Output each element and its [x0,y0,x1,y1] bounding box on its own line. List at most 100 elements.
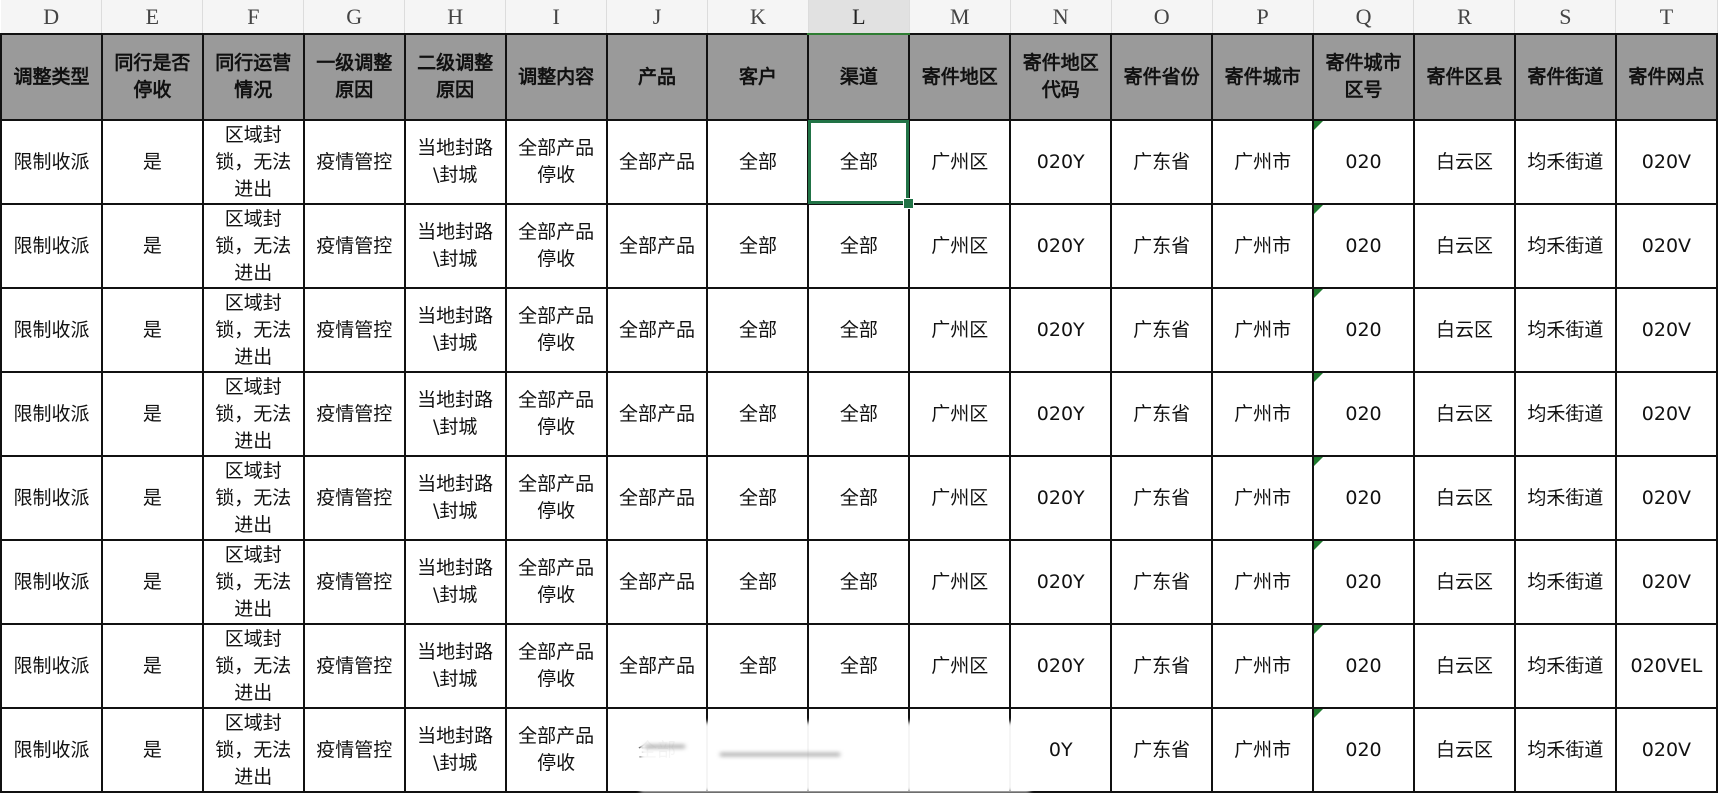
cell-E8[interactable]: 是 [100,623,204,709]
cell-G5[interactable]: 疫情管控 [302,371,406,457]
cell-H5[interactable]: 当地封路 \封城 [403,371,507,457]
cell-L4[interactable]: 全部 [807,287,911,373]
column-header-G[interactable]: G [303,0,406,35]
cell-Q5[interactable]: 020 [1312,371,1415,457]
header-cell[interactable]: 产品 [605,33,709,121]
cell-P7[interactable]: 广州市 [1211,539,1315,625]
cell-Q7[interactable]: 020 [1312,539,1415,625]
cell-O5[interactable]: 广东省 [1110,371,1214,457]
header-cell[interactable]: 调整类型 [0,33,103,121]
cell-D9[interactable]: 限制收派 [0,707,103,793]
cell-I9[interactable]: 全部产品 停收 [504,707,608,793]
cell-R5[interactable]: 白云区 [1412,371,1516,457]
cell-K4[interactable]: 全部 [706,287,810,373]
cell-J2[interactable]: 全部产品 [605,119,709,205]
header-cell[interactable]: 渠道 [807,33,911,121]
header-cell[interactable]: 寄件街道 [1513,33,1617,121]
cell-N7[interactable]: 020Y [1009,539,1113,625]
cell-Q4[interactable]: 020 [1312,287,1415,373]
cell-M5[interactable]: 广州区 [908,371,1012,457]
column-header-H[interactable]: H [404,0,507,35]
cell-L2[interactable]: 全部 [807,119,911,205]
cell-I4[interactable]: 全部产品 停收 [504,287,608,373]
cell-R6[interactable]: 白云区 [1412,455,1516,541]
cell-J8[interactable]: 全部产品 [605,623,709,709]
cell-E7[interactable]: 是 [100,539,204,625]
cell-G3[interactable]: 疫情管控 [302,203,406,289]
cell-S7[interactable]: 均禾街道 [1513,539,1617,625]
column-header-J[interactable]: J [606,0,708,35]
cell-P9[interactable]: 广州市 [1211,707,1315,793]
header-cell[interactable]: 寄件地区 代码 [1009,33,1113,121]
cell-O3[interactable]: 广东省 [1110,203,1214,289]
cell-J7[interactable]: 全部产品 [605,539,709,625]
cell-R2[interactable]: 白云区 [1412,119,1516,205]
cell-T5[interactable]: 020V [1614,371,1718,457]
cell-P6[interactable]: 广州市 [1211,455,1315,541]
cell-I5[interactable]: 全部产品 停收 [504,371,608,457]
cell-E3[interactable]: 是 [100,203,204,289]
cell-P3[interactable]: 广州市 [1211,203,1315,289]
cell-S5[interactable]: 均禾街道 [1513,371,1617,457]
header-cell[interactable]: 同行是否 停收 [100,33,204,121]
cell-T8[interactable]: 020VEL [1614,623,1718,709]
header-cell[interactable]: 同行运营 情况 [201,33,305,121]
cell-R7[interactable]: 白云区 [1412,539,1516,625]
cell-H4[interactable]: 当地封路 \封城 [403,287,507,373]
cell-D7[interactable]: 限制收派 [0,539,103,625]
cell-P5[interactable]: 广州市 [1211,371,1315,457]
cell-S2[interactable]: 均禾街道 [1513,119,1617,205]
cell-G7[interactable]: 疫情管控 [302,539,406,625]
cell-L7[interactable]: 全部 [807,539,911,625]
cell-M8[interactable]: 广州区 [908,623,1012,709]
cell-E4[interactable]: 是 [100,287,204,373]
cell-J3[interactable]: 全部产品 [605,203,709,289]
fill-handle[interactable] [903,198,915,209]
cell-M6[interactable]: 广州区 [908,455,1012,541]
cell-K7[interactable]: 全部 [706,539,810,625]
header-cell[interactable]: 客户 [706,33,810,121]
cell-L6[interactable]: 全部 [807,455,911,541]
cell-O9[interactable]: 广东省 [1110,707,1214,793]
cell-K5[interactable]: 全部 [706,371,810,457]
cell-K8[interactable]: 全部 [706,623,810,709]
cell-Q2[interactable]: 020 [1312,119,1415,205]
cell-M7[interactable]: 广州区 [908,539,1012,625]
cell-H9[interactable]: 当地封路 \封城 [403,707,507,793]
header-cell[interactable]: 寄件省份 [1110,33,1214,121]
cell-O8[interactable]: 广东省 [1110,623,1214,709]
cell-I6[interactable]: 全部产品 停收 [504,455,608,541]
column-header-T[interactable]: T [1615,0,1718,35]
cell-Q8[interactable]: 020 [1312,623,1415,709]
cell-I2[interactable]: 全部产品 停收 [504,119,608,205]
cell-F8[interactable]: 区域封 锁，无法 进出 [201,623,305,709]
cell-D8[interactable]: 限制收派 [0,623,103,709]
cell-Q3[interactable]: 020 [1312,203,1415,289]
cell-H7[interactable]: 当地封路 \封城 [403,539,507,625]
cell-J5[interactable]: 全部产品 [605,371,709,457]
cell-O4[interactable]: 广东省 [1110,287,1214,373]
column-header-M[interactable]: M [909,0,1011,35]
cell-E9[interactable]: 是 [100,707,204,793]
cell-S6[interactable]: 均禾街道 [1513,455,1617,541]
header-cell[interactable]: 调整内容 [504,33,608,121]
cell-T3[interactable]: 020V [1614,203,1718,289]
cell-P8[interactable]: 广州市 [1211,623,1315,709]
cell-J4[interactable]: 全部产品 [605,287,709,373]
cell-G6[interactable]: 疫情管控 [302,455,406,541]
cell-L3[interactable]: 全部 [807,203,911,289]
cell-F2[interactable]: 区域封 锁，无法 进出 [201,119,305,205]
cell-T6[interactable]: 020V [1614,455,1718,541]
cell-H8[interactable]: 当地封路 \封城 [403,623,507,709]
column-header-I[interactable]: I [505,0,608,35]
cell-H3[interactable]: 当地封路 \封城 [403,203,507,289]
column-header-N[interactable]: N [1010,0,1112,35]
cell-R4[interactable]: 白云区 [1412,287,1516,373]
cell-J6[interactable]: 全部产品 [605,455,709,541]
header-cell[interactable]: 寄件网点 [1614,33,1718,121]
header-cell[interactable]: 寄件城市 区号 [1312,33,1415,121]
column-header-K[interactable]: K [707,0,809,35]
cell-O2[interactable]: 广东省 [1110,119,1214,205]
cell-D2[interactable]: 限制收派 [0,119,103,205]
cell-L8[interactable]: 全部 [807,623,911,709]
